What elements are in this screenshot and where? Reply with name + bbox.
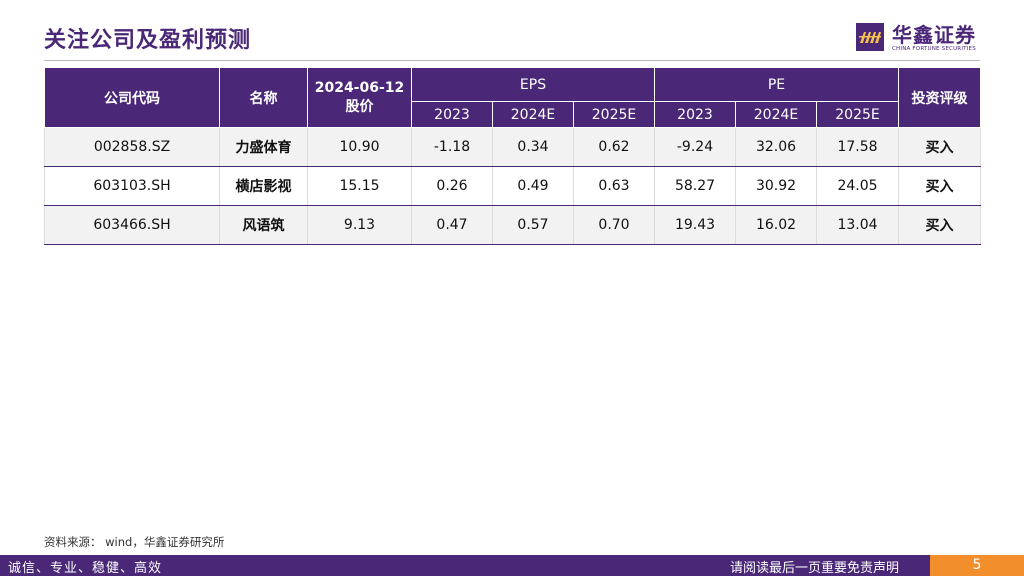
cell-eps: 0.63 xyxy=(573,166,655,206)
header-eps-year: 2023 xyxy=(411,101,493,128)
cell-eps: 0.26 xyxy=(411,166,493,206)
cell-code: 603103.SH xyxy=(44,166,220,206)
cell-pe: 32.06 xyxy=(735,127,817,167)
cell-pe: -9.24 xyxy=(654,127,736,167)
logo-mark-icon xyxy=(856,23,884,51)
footer-motto: 诚信、专业、稳健、高效 xyxy=(8,561,163,576)
cell-eps: 0.57 xyxy=(492,205,574,245)
cell-pe: 17.58 xyxy=(815,127,900,167)
page-number-badge: 5 xyxy=(930,555,1024,576)
cell-rating: 买入 xyxy=(898,166,982,206)
table-row: 002858.SZ 力盛体育 10.90 -1.18 0.34 0.62 -9.… xyxy=(44,127,982,167)
header-name: 名称 xyxy=(219,67,308,128)
cell-pe: 58.27 xyxy=(654,166,736,206)
cell-rating: 买入 xyxy=(898,205,982,245)
table-row: 603466.SH 风语筑 9.13 0.47 0.57 0.70 19.43 … xyxy=(44,205,982,245)
cell-eps: 0.62 xyxy=(573,127,655,167)
cell-eps: 0.47 xyxy=(411,205,493,245)
header-pe-year: 2023 xyxy=(654,101,736,128)
cell-price: 9.13 xyxy=(307,205,412,245)
table-row: 603103.SH 横店影视 15.15 0.26 0.49 0.63 58.2… xyxy=(44,166,982,206)
header-pe: PE xyxy=(653,67,900,102)
cell-price: 10.90 xyxy=(307,127,412,167)
disclaimer-link[interactable]: 请阅读最后一页重要免责声明 xyxy=(730,561,900,576)
cell-eps: -1.18 xyxy=(411,127,493,167)
header-eps-year: 2024E xyxy=(492,101,574,128)
logo-text: 华鑫证券 xyxy=(892,23,976,47)
header-code: 公司代码 xyxy=(44,67,220,128)
cell-code: 002858.SZ xyxy=(44,127,220,167)
title-divider xyxy=(44,60,980,61)
header-eps: EPS xyxy=(411,67,655,102)
cell-name: 力盛体育 xyxy=(219,127,308,167)
header-rating: 投资评级 xyxy=(898,67,982,128)
footer-bar: 诚信、专业、稳健、高效 请阅读最后一页重要免责声明 5 xyxy=(0,555,1024,576)
forecast-table: 公司代码 名称 2024-06-12 股价 EPS PE 投资评级 2023 2… xyxy=(44,67,982,245)
cell-pe: 30.92 xyxy=(735,166,817,206)
source-note: 资料来源： wind，华鑫证券研究所 xyxy=(44,535,225,549)
cell-code: 603466.SH xyxy=(44,205,220,245)
cell-price: 15.15 xyxy=(307,166,412,206)
header-price: 2024-06-12 股价 xyxy=(307,67,412,128)
logo-subtext: CHINA FORTUNE SECURITIES xyxy=(892,46,976,52)
cell-name: 风语筑 xyxy=(219,205,308,245)
header-price-label: 股价 xyxy=(345,98,374,115)
cell-eps: 0.34 xyxy=(492,127,574,167)
cell-eps: 0.70 xyxy=(573,205,655,245)
cell-pe: 13.04 xyxy=(815,205,900,245)
header-price-date: 2024-06-12 xyxy=(314,79,405,96)
header-pe-year: 2024E xyxy=(735,101,817,128)
cell-name: 横店影视 xyxy=(219,166,308,206)
company-logo: 华鑫证券 CHINA FORTUNE SECURITIES xyxy=(856,22,986,54)
cell-pe: 24.05 xyxy=(815,166,900,206)
cell-eps: 0.49 xyxy=(492,166,574,206)
page-title: 关注公司及盈利预测 xyxy=(44,28,252,53)
header-pe-year: 2025E xyxy=(815,101,900,128)
cell-rating: 买入 xyxy=(898,127,982,167)
page-number: 5 xyxy=(972,557,982,573)
cell-pe: 19.43 xyxy=(654,205,736,245)
cell-pe: 16.02 xyxy=(735,205,817,245)
header-eps-year: 2025E xyxy=(573,101,655,128)
